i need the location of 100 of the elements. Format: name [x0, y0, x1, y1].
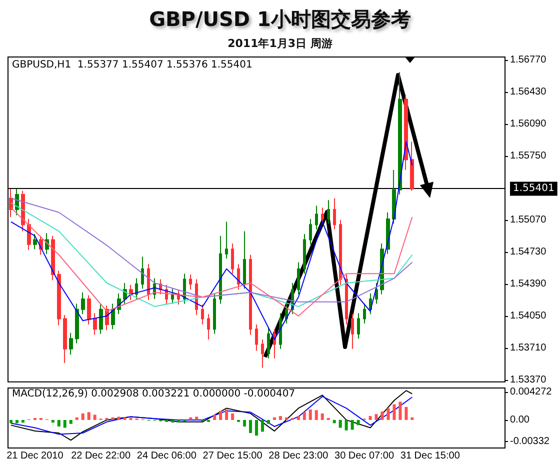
candlestick — [404, 94, 408, 171]
y-tick-label: 1.54730 — [510, 246, 547, 258]
x-tick-label: 31 Dec 15:00 — [400, 450, 460, 462]
candlestick — [219, 235, 222, 304]
y-tick-label: 1.56090 — [510, 118, 547, 130]
y-tick-label: 0.004272 — [510, 386, 552, 398]
x-tick-label: 24 Dec 06:00 — [136, 450, 197, 462]
bar — [75, 417, 78, 420]
chart-title: GBP/USD 1小时图交易参考 — [149, 7, 411, 31]
bar — [123, 417, 126, 420]
candlestick — [345, 274, 348, 325]
bar — [63, 420, 66, 428]
bar — [404, 406, 408, 420]
bar — [368, 416, 372, 420]
bar — [386, 408, 390, 420]
bar — [308, 410, 312, 420]
x-tick-label: 30 Dec 07:00 — [334, 450, 394, 462]
candlestick — [225, 221, 228, 260]
candlestick — [351, 314, 354, 350]
candlestick — [315, 205, 318, 230]
bar — [296, 416, 300, 420]
bar — [249, 420, 252, 433]
ref-line-label: 1.55401 — [513, 183, 554, 194]
candlestick — [147, 264, 150, 300]
bar — [51, 420, 54, 423]
y-tick-label: 1.54390 — [510, 278, 547, 290]
x-tick-label: 27 Dec 15:00 — [202, 450, 263, 462]
candlestick — [201, 304, 204, 325]
candlestick — [297, 262, 300, 295]
candlestick — [243, 230, 246, 290]
candlestick — [87, 294, 91, 325]
bar — [57, 420, 60, 426]
candlestick — [357, 312, 360, 340]
candlestick — [255, 324, 258, 352]
line-series — [10, 141, 413, 340]
candlestick — [93, 312, 97, 336]
bar — [380, 411, 384, 420]
bar — [374, 414, 378, 420]
y-tick-label: 1.56430 — [510, 86, 547, 98]
bar — [338, 420, 342, 428]
candlestick — [392, 170, 396, 224]
candlestick — [273, 328, 276, 359]
candlestick — [207, 314, 210, 340]
y-tick-label: 1.55750 — [510, 150, 547, 162]
y-tick-label: 1.55070 — [510, 214, 547, 226]
candlestick — [99, 303, 103, 334]
candlestick — [333, 198, 336, 230]
y-tick-label: 1.53370 — [510, 374, 547, 386]
candlestick — [69, 332, 73, 356]
bar — [332, 420, 336, 424]
candlestick — [81, 292, 85, 315]
candlestick — [213, 292, 216, 334]
candlestick — [63, 314, 67, 364]
bar — [9, 420, 12, 424]
candlestick — [410, 141, 414, 192]
bar — [189, 417, 192, 420]
candlestick — [171, 288, 174, 304]
candlestick — [189, 274, 192, 290]
x-tick-label: 21 Dec 2010 — [6, 450, 64, 462]
candlestick — [57, 270, 61, 326]
candlestick — [279, 312, 282, 350]
bar — [93, 414, 96, 420]
candlestick — [309, 218, 312, 245]
bar — [255, 420, 258, 436]
candlestick — [303, 234, 306, 274]
candlestick — [111, 303, 115, 330]
bar — [21, 420, 24, 423]
bar — [266, 420, 270, 424]
candlestick — [267, 328, 270, 359]
y-tick-label: 0.00 — [510, 414, 530, 426]
y-tick-label: 1.54050 — [510, 310, 547, 322]
candlestick — [129, 284, 133, 300]
y-tick-label: -0.00332 — [510, 436, 550, 448]
bar — [225, 410, 228, 420]
bar — [219, 410, 222, 420]
bar — [398, 402, 402, 420]
candlestick — [249, 254, 252, 336]
candlestick — [321, 207, 324, 224]
bar — [302, 412, 306, 420]
candlestick — [339, 219, 342, 286]
bar — [81, 413, 84, 420]
candlestick — [231, 242, 234, 274]
candlestick — [75, 303, 79, 344]
candlestick — [398, 72, 402, 195]
bar — [272, 417, 276, 420]
annotation: MACD(12,26,9) 0.002908 0.003221 0.000000 -0.000407 — [12, 388, 296, 400]
bar — [344, 420, 348, 430]
candlestick — [141, 256, 144, 290]
annotation: GBPUSD,H1 1.55377 1.55407 1.55376 1.55401 — [12, 60, 252, 70]
bar — [231, 413, 234, 420]
chart-subtitle: 2011年1月3日 周游 — [228, 37, 332, 50]
bar — [260, 420, 264, 432]
candlestick — [261, 339, 264, 368]
x-tick-label: 28 Dec 23:00 — [268, 450, 329, 462]
candlestick — [375, 282, 378, 304]
candlestick — [237, 264, 240, 290]
bar — [320, 413, 324, 420]
bar — [243, 420, 246, 426]
bar — [111, 417, 114, 420]
bar — [350, 420, 354, 430]
